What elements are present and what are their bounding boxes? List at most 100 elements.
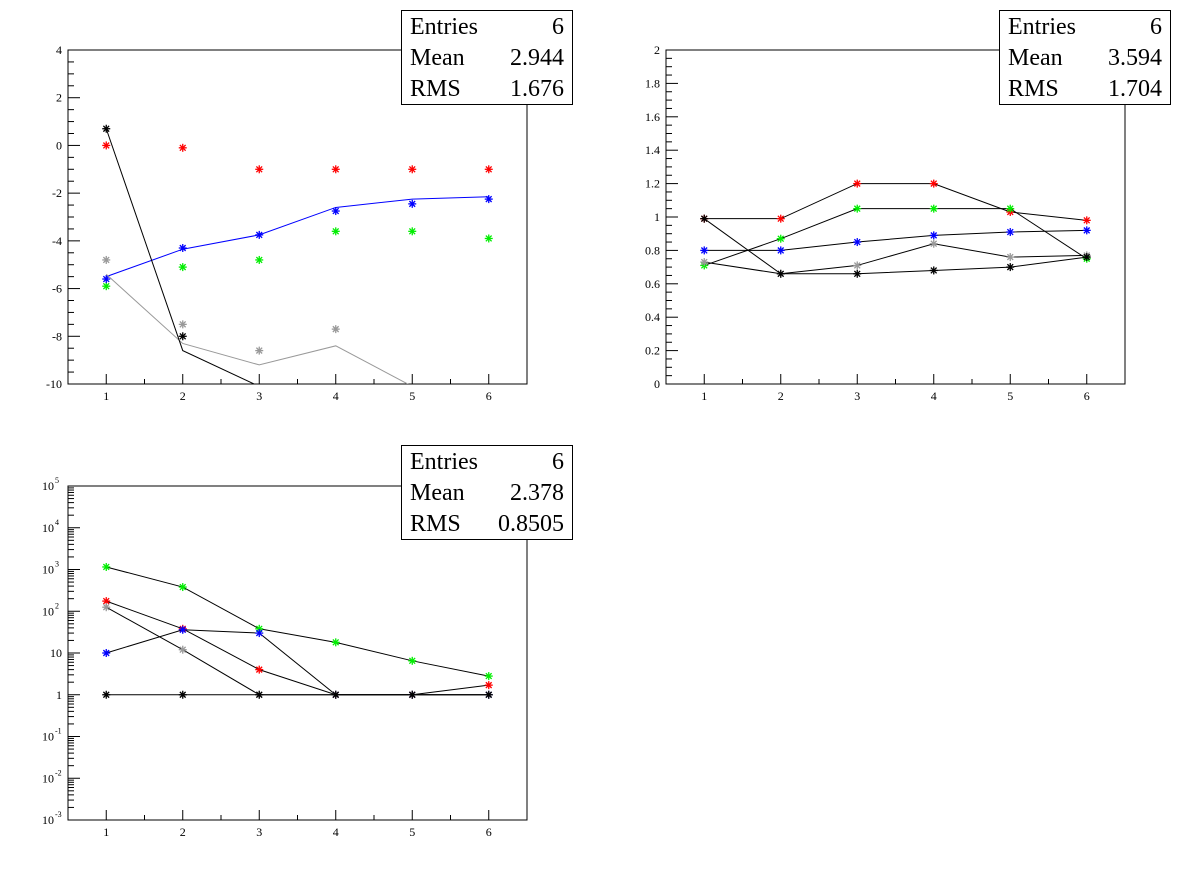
chart-panel-2: 2 1.8 1.6 1.4 1.2 1 0.8 0.6 0.4 0.2 0 1 2 3 4 5 6 <box>645 43 1126 403</box>
y-tick-label: -10 <box>46 377 62 391</box>
data-point <box>1006 253 1015 262</box>
stats-box-2: Entries 6 Mean 3.594 RMS 1.704 <box>999 10 1171 105</box>
data-point <box>853 204 862 213</box>
data-point <box>408 227 417 236</box>
entries-value: 6 <box>552 13 564 40</box>
data-point <box>255 629 264 638</box>
series-line <box>704 229 1087 251</box>
data-point <box>484 234 493 243</box>
y-tick-exponent: 2 <box>55 601 59 610</box>
y-tick-exponent: 5 <box>55 476 59 485</box>
data-point <box>484 672 493 681</box>
series-1 <box>102 597 493 699</box>
data-point <box>102 690 111 699</box>
series-3 <box>700 226 1091 255</box>
data-point <box>255 665 264 674</box>
series-3 <box>102 195 493 284</box>
rms-value: 0.8505 <box>498 510 564 537</box>
series-line <box>704 183 1087 221</box>
y-tick-label: 0.4 <box>645 310 660 324</box>
y-tick-label: 2 <box>654 43 660 57</box>
series-2 <box>102 562 493 681</box>
data-point <box>178 645 187 654</box>
x-tick-label: 5 <box>409 825 415 839</box>
data-point <box>255 230 264 239</box>
y-tick-label: 10 <box>42 604 54 618</box>
x-tick-label: 1 <box>103 389 109 403</box>
series-line <box>106 600 489 696</box>
y-tick-label: 10 <box>42 813 54 827</box>
data-point <box>929 204 938 213</box>
y-tick-label: 0.8 <box>645 243 660 257</box>
stats-box-3: Entries 6 Mean 2.378 RMS 0.8505 <box>401 445 573 540</box>
series-5 <box>102 690 493 699</box>
x-tick-label: 4 <box>333 389 339 403</box>
data-point <box>331 207 340 216</box>
data-point <box>102 124 111 133</box>
data-point <box>255 690 264 699</box>
x-tick-label: 3 <box>256 389 262 403</box>
data-point <box>853 261 862 270</box>
data-point <box>929 239 938 248</box>
data-point <box>102 282 111 291</box>
y-tick-label: 1.6 <box>645 110 660 124</box>
series-1 <box>700 179 1091 225</box>
y-tick-exponent: -3 <box>55 810 62 819</box>
data-point <box>255 346 264 355</box>
data-point <box>853 238 862 247</box>
y-tick-exponent: -2 <box>55 768 62 777</box>
mean-value: 2.378 <box>510 479 564 506</box>
y-tick-label: 0.6 <box>645 277 660 291</box>
data-point <box>408 656 417 665</box>
chart-panel-1: 4 2 0 -2 -4 -6 -8 -10 1 2 3 4 5 6 <box>46 43 528 403</box>
x-tick-label: 4 <box>333 825 339 839</box>
data-point <box>331 638 340 647</box>
series-2 <box>700 204 1091 270</box>
y-tick-label: 1 <box>654 210 660 224</box>
data-point <box>484 690 493 699</box>
data-point <box>853 179 862 188</box>
series-5 <box>102 124 256 384</box>
rms-label: RMS <box>1008 75 1059 102</box>
data-point <box>331 325 340 334</box>
y-tick-label: 0.2 <box>645 344 660 358</box>
data-point <box>102 649 111 657</box>
y-tick-label: 10 <box>42 771 54 785</box>
x-tick-label: 3 <box>256 825 262 839</box>
y-tick-exponent: 3 <box>55 560 59 569</box>
series-3 <box>102 625 493 699</box>
data-point <box>484 165 493 174</box>
data-point <box>700 214 709 223</box>
series-line <box>106 196 489 278</box>
data-point <box>776 234 785 243</box>
data-point <box>408 690 417 699</box>
data-point <box>1006 204 1015 213</box>
entries-label: Entries <box>410 448 478 475</box>
y-tick-label: 10 <box>42 563 54 577</box>
y-tick-exponent: -1 <box>55 727 62 736</box>
entries-label: Entries <box>1008 13 1076 40</box>
series-4 <box>102 603 493 699</box>
x-tick-label: 2 <box>180 389 186 403</box>
data-point <box>776 214 785 223</box>
data-point <box>331 690 340 699</box>
y-tick-label: -2 <box>52 186 62 200</box>
data-point <box>408 199 417 208</box>
y-tick-label: 2 <box>56 91 62 105</box>
y-tick-label: 1 <box>56 688 62 702</box>
data-point <box>853 269 862 278</box>
data-point <box>929 231 938 240</box>
data-point <box>929 179 938 188</box>
data-point <box>700 258 709 267</box>
data-point <box>255 165 264 174</box>
entries-value: 6 <box>552 448 564 475</box>
y-tick-label: 1.4 <box>645 143 660 157</box>
series-5 <box>700 214 1091 278</box>
y-tick-exponent: 4 <box>55 518 59 527</box>
y-tick-label: 10 <box>42 521 54 535</box>
y-tick-label: 4 <box>56 43 62 57</box>
data-point <box>1082 253 1091 262</box>
data-point <box>484 681 493 690</box>
data-point <box>102 603 111 612</box>
